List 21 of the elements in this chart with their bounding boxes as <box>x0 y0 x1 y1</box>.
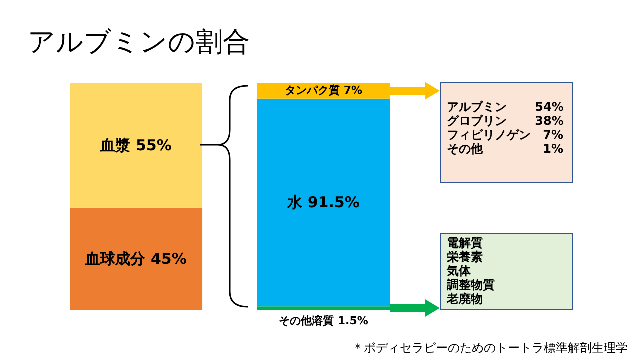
data-label: 91.5% <box>308 194 360 212</box>
chart-title: アルブミンの割合 <box>28 26 250 60</box>
series-label: 血球成分 <box>84 250 147 268</box>
text: その他 1% <box>447 142 564 156</box>
data-label: 1.5% <box>338 314 368 328</box>
series-label: 血漿 <box>100 136 131 154</box>
text: 老廃物 <box>447 292 483 306</box>
data-label: 7% <box>344 84 363 97</box>
data-label: 55% <box>136 136 172 154</box>
series-label: その他溶質 <box>279 314 334 328</box>
text: グロブリン 38% <box>447 114 564 128</box>
data-label: 45% <box>150 250 187 268</box>
series-label: タンパク質 <box>284 84 340 97</box>
text: 電解質 <box>447 236 483 250</box>
text: 栄養素 <box>447 250 483 264</box>
text: 調整物質 <box>447 278 495 292</box>
series-label: 水 <box>286 194 304 212</box>
text: アルブミン 54% <box>447 100 564 114</box>
text: 気体 <box>447 264 471 278</box>
text: フィビリノゲン 7% <box>447 128 564 142</box>
text: ＊ボディセラピーのためのトートラ標準解剖生理学 <box>352 340 628 357</box>
